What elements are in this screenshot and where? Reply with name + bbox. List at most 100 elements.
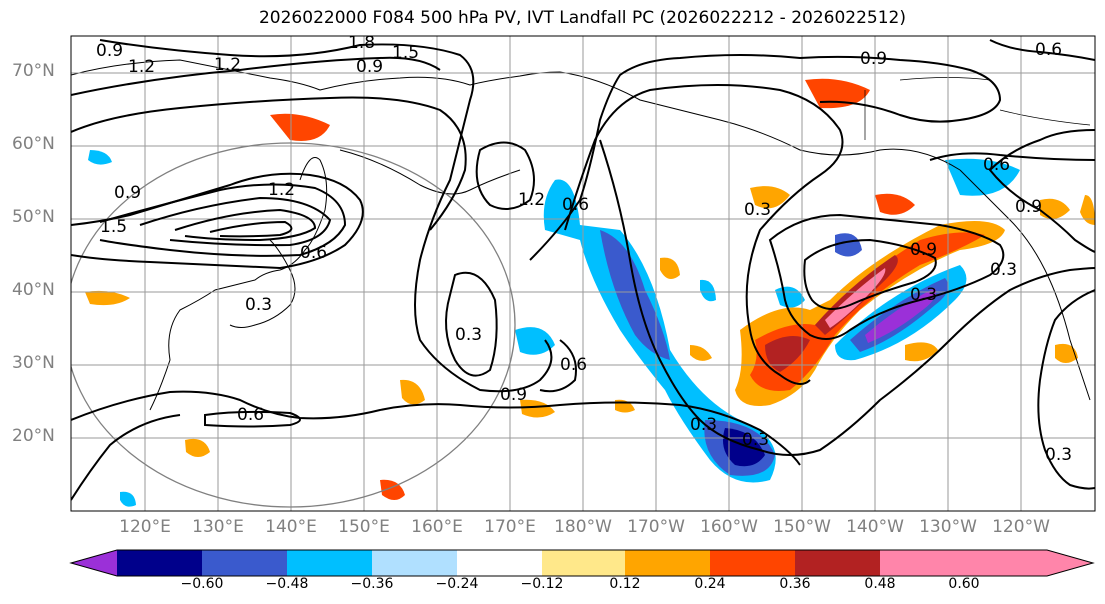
lon-label: 130°E — [192, 517, 244, 537]
colorbar-tick-label: −0.12 — [520, 576, 564, 592]
colorbar-tick-label: −0.60 — [180, 576, 224, 592]
neg-shade-core1 — [600, 230, 670, 360]
pos-shade-w — [85, 290, 130, 306]
pos-shade-ak — [875, 193, 915, 215]
contour-label: 0.3 — [910, 285, 937, 305]
lat-label: 20°N — [12, 426, 55, 446]
neg-shade-small6 — [120, 491, 136, 507]
pv-contour — [71, 390, 801, 466]
contour-label: 0.6 — [300, 243, 327, 263]
pos-shade-core1 — [765, 336, 810, 372]
lon-label: 170°E — [484, 517, 536, 537]
pv-contour — [803, 238, 937, 310]
colorbar-tick-label: −0.36 — [350, 576, 394, 592]
pv-contour — [1037, 289, 1095, 490]
neg-shade-small2 — [700, 279, 716, 302]
lat-label: 40°N — [12, 280, 55, 300]
colorbar-tick-label: 0.60 — [948, 576, 980, 592]
pos-shade-core3 — [825, 268, 886, 328]
contour-label: 0.6 — [237, 405, 264, 425]
pv-contour — [71, 96, 467, 231]
pv-contour — [139, 196, 332, 247]
pos-shade-s7 — [750, 186, 790, 209]
contour-label: 0.3 — [742, 430, 769, 450]
pv-contour — [445, 271, 498, 377]
contour-label: 0.3 — [690, 415, 717, 435]
pos-shade-s11 — [1080, 195, 1095, 225]
contour-label: 1.5 — [100, 217, 127, 237]
pv-contour — [71, 56, 441, 96]
contour-label: 1.2 — [214, 55, 241, 75]
colorbar-extend-min — [71, 550, 117, 576]
contour-label: 0.9 — [114, 183, 141, 203]
neg-shade-small1 — [515, 327, 555, 355]
colorbar-segment — [710, 550, 795, 576]
pv-contour — [209, 220, 293, 238]
neg-shade-gulf — [945, 158, 1020, 196]
contour-label: 0.9 — [910, 240, 937, 260]
range-circle — [71, 142, 516, 508]
pos-shade-s6 — [690, 345, 712, 361]
kuril-aleutian — [339, 149, 521, 195]
japan — [229, 239, 296, 328]
colorbar-tick-label: 0.24 — [694, 576, 726, 592]
lon-label: 150°W — [773, 517, 831, 537]
pos-shade-arctic — [805, 78, 870, 109]
pos-shade-s4 — [520, 399, 555, 418]
contour-label: 0.6 — [983, 155, 1010, 175]
neg-shade-small5 — [88, 150, 112, 165]
gridlines — [71, 36, 1095, 511]
pv-contours — [71, 39, 1095, 501]
contour-label: 1.2 — [128, 57, 155, 77]
contour-label: 0.3 — [990, 260, 1017, 280]
contour-label: 0.6 — [560, 355, 587, 375]
pv-contour — [564, 84, 844, 385]
pv-contour — [99, 39, 553, 393]
contour-label: 1.2 — [518, 190, 545, 210]
pv-contour — [989, 39, 1095, 61]
contour-label: 0.9 — [356, 57, 383, 77]
pos-shade-s1 — [400, 379, 425, 405]
colorbar-tick-label: 0.12 — [609, 576, 641, 592]
lon-label: 140°E — [265, 517, 317, 537]
pos-shade-s8 — [905, 342, 938, 362]
map-frame — [70, 35, 1096, 512]
lon-label: 150°E — [338, 517, 390, 537]
pos-shade-s3 — [185, 438, 210, 457]
contour-label: 1.5 — [392, 43, 419, 63]
colorbar-tick-label: 0.48 — [864, 576, 896, 592]
contour-label: 0.9 — [1015, 197, 1042, 217]
pos-shade-band2 — [750, 232, 985, 391]
pv-contour — [475, 141, 535, 210]
lon-label: 180°W — [554, 517, 612, 537]
pv-contour — [99, 183, 347, 257]
map-title: 2026022000 F084 500 hPa PV, IVT Landfall… — [258, 8, 906, 28]
contour-label: 0.3 — [455, 325, 482, 345]
colorbar-segment — [457, 550, 542, 576]
pv-contour — [929, 152, 1095, 161]
contour-label: 0.9 — [860, 49, 887, 69]
colorbar-segment — [287, 550, 372, 576]
contour-label: 0.9 — [96, 41, 123, 61]
colorbar-segment — [542, 550, 625, 576]
contour-label: 1.8 — [348, 33, 375, 53]
lon-label: 120°E — [119, 517, 171, 537]
contour-label: 0.6 — [562, 195, 589, 215]
pv-contour — [71, 414, 181, 501]
pos-shade-s5 — [660, 257, 680, 279]
pv-contour — [539, 339, 577, 393]
lon-label: 160°W — [700, 517, 758, 537]
lat-label: 70°N — [12, 61, 55, 81]
lon-label: 140°W — [846, 517, 904, 537]
lon-label: 130°W — [919, 517, 977, 537]
colorbar-tick-label: 0.36 — [779, 576, 811, 592]
neg-shade-small4 — [835, 233, 862, 257]
contour-label: 0.3 — [1045, 445, 1072, 465]
coastlines — [71, 59, 1091, 411]
colorbar-segment — [795, 550, 880, 576]
alaska-coast — [559, 71, 961, 171]
pv-contour — [599, 139, 1095, 456]
contour-label-group: 0.9 1.2 1.2 1.8 1.5 0.9 0.9 0.6 0.9 1.5 … — [96, 33, 1072, 465]
colorbar-outline — [69, 549, 1095, 577]
